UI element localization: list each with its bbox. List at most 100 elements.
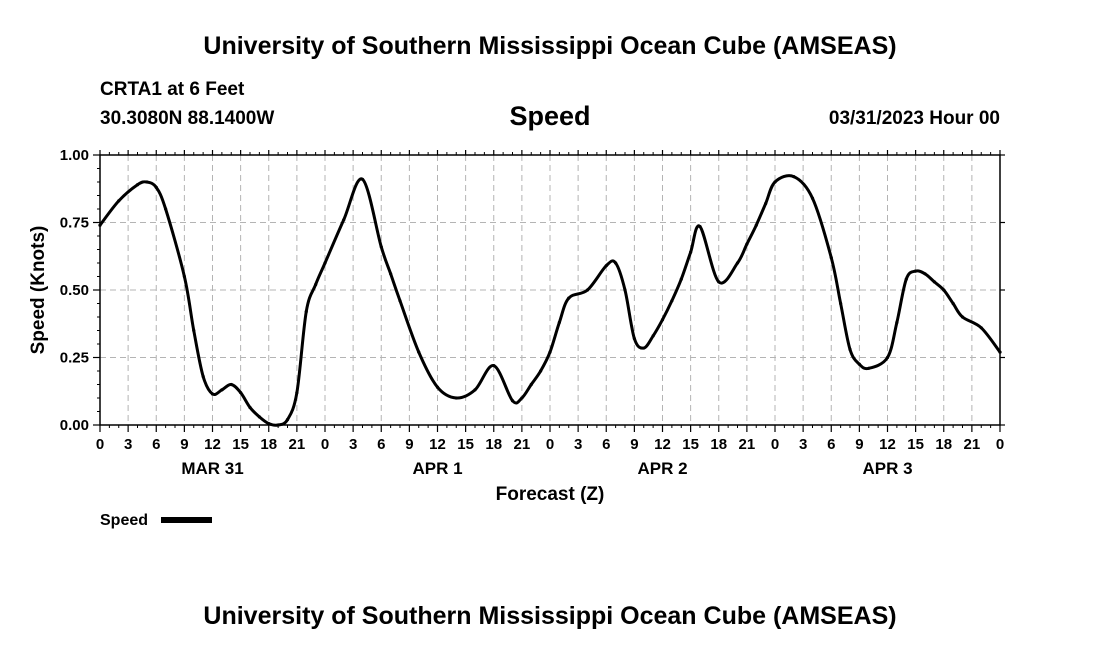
data-point [557, 320, 561, 324]
x-tick-label: 6 [602, 436, 610, 453]
x-tick-label: 6 [827, 436, 835, 453]
data-point [257, 415, 261, 419]
data-point [304, 310, 308, 314]
x-tick-label: 9 [630, 436, 638, 453]
data-point [435, 385, 440, 389]
x-tick-label: 3 [349, 436, 357, 453]
data-point [923, 272, 927, 276]
data-point [417, 350, 421, 354]
data-point [182, 274, 186, 279]
data-point [510, 399, 515, 403]
data-point [670, 299, 674, 303]
data-point [698, 224, 702, 229]
data-point [848, 347, 852, 351]
x-tick-label: 12 [879, 436, 896, 453]
data-point [389, 272, 393, 276]
data-point [398, 299, 402, 303]
x-tick-label: 18 [710, 436, 727, 453]
series-line-speed [98, 174, 1002, 427]
x-tick-label: 12 [204, 436, 221, 453]
x-tick-label: 9 [405, 436, 413, 453]
data-point [632, 337, 636, 341]
x-tick-label: 21 [289, 436, 306, 453]
data-point [529, 382, 533, 387]
data-point [867, 366, 871, 370]
day-label: APR 3 [862, 459, 912, 478]
data-point [229, 382, 233, 387]
data-point [810, 196, 815, 200]
data-point [135, 183, 140, 187]
data-point [895, 320, 899, 324]
data-point [342, 218, 346, 222]
data-point [220, 388, 224, 392]
data-point [773, 180, 777, 184]
axes: 0 3 6 9 12 15 18 21 0 3 6 9 12 15 18 21 0 3 6 9 12 15 18 21 0 3 6 9… [60, 147, 1005, 478]
data-point [942, 288, 946, 292]
data-point [998, 350, 1002, 354]
data-point [885, 355, 890, 360]
data-point [932, 280, 936, 284]
data-point [585, 288, 590, 292]
day-label: APR 1 [412, 459, 462, 478]
data-point [473, 388, 477, 392]
data-point [145, 180, 149, 184]
x-tick-label: 12 [654, 436, 671, 453]
y-axis-label: Speed (Knots) [28, 226, 49, 355]
data-point [689, 250, 693, 254]
station-label: CRTA1 at 6 Feet [100, 79, 245, 100]
x-tick-label: 3 [574, 436, 582, 453]
data-point [642, 346, 646, 350]
data-point [314, 283, 318, 287]
y-tick-label: 0.50 [60, 282, 89, 299]
footer-title: University of Southern Mississippi Ocean… [203, 602, 896, 630]
x-tick-label: 18 [485, 436, 502, 453]
data-point [154, 185, 158, 189]
data-point [295, 391, 299, 395]
data-point [164, 207, 168, 211]
plot-frame [99, 154, 1001, 426]
chart-title: Speed [509, 101, 590, 131]
data-point [839, 301, 843, 306]
x-tick-label: 15 [907, 436, 924, 453]
data-point [117, 199, 121, 203]
y-tick-label: 0.00 [60, 417, 89, 434]
x-tick-label: 12 [429, 436, 446, 453]
x-tick-label: 21 [739, 436, 756, 453]
x-tick-label: 0 [996, 436, 1004, 453]
data-point [454, 396, 458, 400]
data-point [679, 277, 683, 281]
x-tick-label: 18 [260, 436, 277, 453]
x-tick-label: 18 [935, 436, 952, 453]
data-point [660, 318, 665, 322]
data-point [492, 364, 496, 368]
station-coords: 30.3080N 88.1400W [100, 108, 274, 129]
grid-lines [100, 155, 1000, 425]
x-tick-label: 21 [514, 436, 531, 453]
data-point [276, 423, 280, 427]
data-point [979, 326, 983, 330]
data-point [614, 261, 618, 265]
x-tick-label: 15 [682, 436, 699, 453]
data-point [239, 391, 243, 395]
x-tick-label: 15 [457, 436, 474, 453]
data-point [323, 261, 327, 265]
series-layer [98, 174, 1002, 427]
x-tick-label: 0 [771, 436, 779, 453]
data-point [379, 245, 383, 249]
x-tick-label: 0 [321, 436, 329, 453]
page-title: University of Southern Mississippi Ocean… [203, 32, 896, 60]
data-point [651, 334, 655, 338]
data-point [210, 392, 215, 396]
data-point [267, 422, 271, 426]
x-tick-label: 0 [96, 436, 104, 453]
data-point [792, 175, 796, 179]
data-point [745, 242, 749, 246]
data-point [285, 418, 290, 422]
x-tick-label: 3 [799, 436, 807, 453]
x-tick-label: 21 [964, 436, 981, 453]
data-point [764, 202, 768, 206]
y-tick-label: 0.75 [60, 215, 89, 232]
data-point [98, 223, 102, 227]
x-axis-label: Forecast (Z) [496, 484, 605, 505]
data-point [623, 288, 627, 292]
